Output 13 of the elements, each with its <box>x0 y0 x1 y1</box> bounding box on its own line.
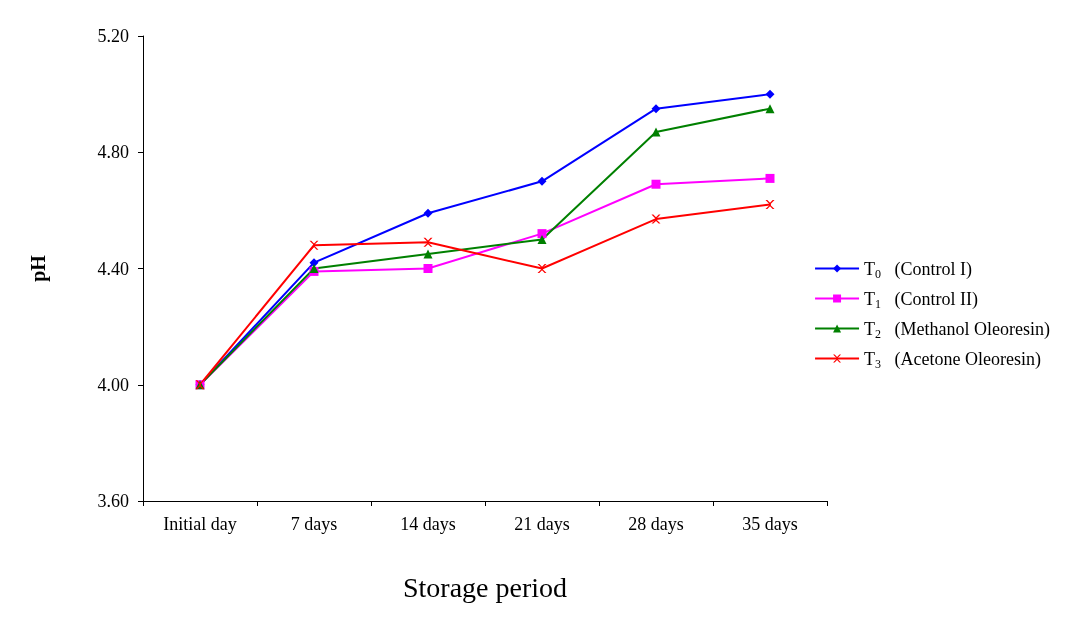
y-tick-label: 4.80 <box>97 142 129 163</box>
x-tick-label: 35 days <box>742 514 798 534</box>
y-tick-label: 4.00 <box>97 374 129 395</box>
x-axis-title: Storage period <box>402 571 568 603</box>
x-tick-label: Initial day <box>163 514 237 534</box>
y-axis-title: pH <box>27 254 50 282</box>
y-tick-label: 3.60 <box>97 491 129 511</box>
y-tick-label: 4.40 <box>97 258 129 279</box>
x-tick-label: 14 days <box>400 514 456 534</box>
y-tick-label: 5.20 <box>97 26 129 46</box>
x-tick-label: 28 days <box>628 514 684 534</box>
x-tick-label: 7 days <box>290 514 338 534</box>
x-tick-label: 21 days <box>514 514 570 534</box>
